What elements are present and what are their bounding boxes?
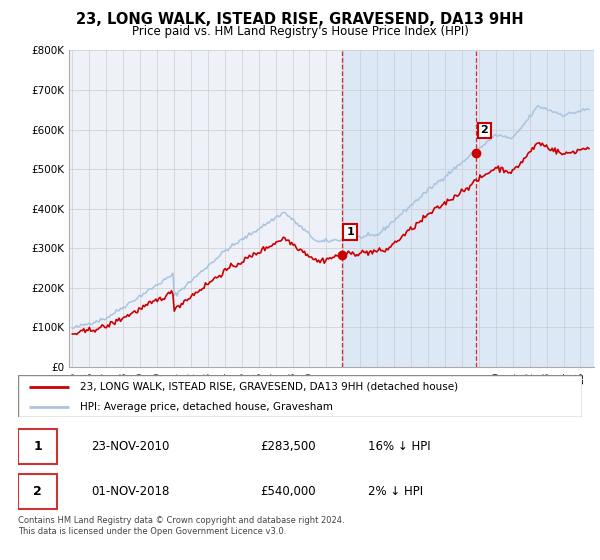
Bar bbox=[18, 474, 58, 509]
Text: 2: 2 bbox=[34, 485, 42, 498]
Bar bbox=[18, 429, 58, 464]
Text: Price paid vs. HM Land Registry's House Price Index (HPI): Price paid vs. HM Land Registry's House … bbox=[131, 25, 469, 38]
Text: 23-NOV-2010: 23-NOV-2010 bbox=[91, 440, 170, 453]
Text: 2: 2 bbox=[481, 125, 488, 136]
Text: £283,500: £283,500 bbox=[260, 440, 316, 453]
Text: Contains HM Land Registry data © Crown copyright and database right 2024.
This d: Contains HM Land Registry data © Crown c… bbox=[18, 516, 344, 536]
Text: 23, LONG WALK, ISTEAD RISE, GRAVESEND, DA13 9HH (detached house): 23, LONG WALK, ISTEAD RISE, GRAVESEND, D… bbox=[80, 382, 458, 392]
Text: 01-NOV-2018: 01-NOV-2018 bbox=[91, 485, 170, 498]
Text: 23, LONG WALK, ISTEAD RISE, GRAVESEND, DA13 9HH: 23, LONG WALK, ISTEAD RISE, GRAVESEND, D… bbox=[76, 12, 524, 27]
Bar bbox=[341, 50, 598, 367]
Text: £540,000: £540,000 bbox=[260, 485, 316, 498]
Text: 2% ↓ HPI: 2% ↓ HPI bbox=[368, 485, 423, 498]
Text: 1: 1 bbox=[34, 440, 42, 453]
Text: 1: 1 bbox=[346, 227, 354, 237]
Text: 16% ↓ HPI: 16% ↓ HPI bbox=[368, 440, 430, 453]
Text: HPI: Average price, detached house, Gravesham: HPI: Average price, detached house, Grav… bbox=[80, 402, 333, 412]
